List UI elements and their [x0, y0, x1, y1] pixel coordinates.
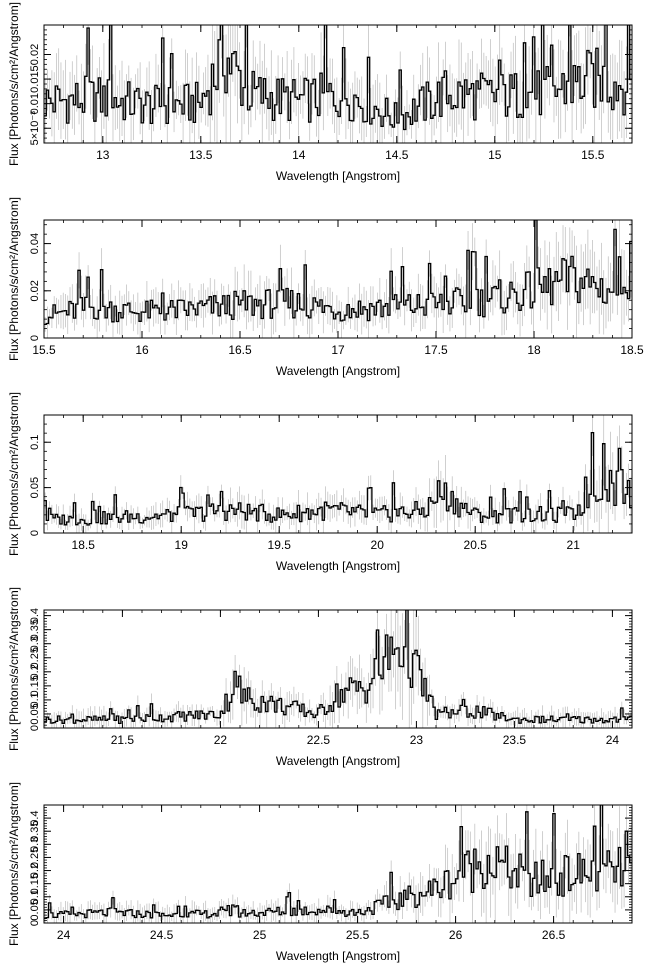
y-tick-label: 0.35 — [29, 619, 41, 640]
chart-panel-3: 18.5 19 19.5 20 20.5 21 0 0.05 0.1 Wavelength [An… — [7, 392, 633, 573]
y-tick-label: 0.02 — [29, 44, 41, 65]
y-tick-label: 5×10⁻³ — [29, 111, 41, 146]
x-tick-label: 23 — [410, 733, 424, 747]
x-tick-label: 16.5 — [228, 343, 252, 357]
x-tick-label: 25 — [253, 928, 267, 942]
plot-area — [44, 415, 632, 533]
y-tick-label: 0.4 — [29, 810, 41, 825]
data-histogram-line — [44, 610, 632, 725]
y-tick-label: 0.04 — [29, 233, 41, 254]
y-tick-label: 0.1 — [29, 692, 41, 707]
x-tick-label: 15.5 — [32, 343, 56, 357]
x-tick-label: 24 — [606, 733, 620, 747]
x-tick-label: 17.5 — [424, 343, 448, 357]
y-tick-label: 0 — [29, 335, 41, 341]
x-tick-label: 18 — [527, 343, 541, 357]
error-bars — [44, 805, 632, 923]
x-tick-label: 24.5 — [150, 928, 174, 942]
data-histogram-line — [44, 220, 632, 326]
plot-area — [44, 805, 632, 923]
y-tick-label: 0.02 — [29, 280, 41, 301]
y-tick-label: 0.2 — [29, 863, 41, 878]
y-tick-label: 0.05 — [29, 899, 41, 920]
error-bars — [44, 220, 632, 338]
error-bars — [44, 610, 632, 728]
y-tick-label: 0.3 — [29, 636, 41, 651]
plot-frame — [43, 609, 633, 729]
plot-area — [44, 610, 632, 728]
x-tick-label: 13 — [96, 148, 110, 162]
y-tick-label: 0.25 — [29, 847, 41, 868]
x-tick-label: 18.5 — [72, 538, 96, 552]
x-tick-label: 14 — [292, 148, 306, 162]
y-tick-label: 0.15 — [29, 873, 41, 894]
plot-area — [44, 220, 632, 338]
x-tick-label: 16 — [135, 343, 149, 357]
data-histogram-line — [44, 431, 632, 526]
y-tick-label: 0.01 — [29, 93, 41, 114]
x-tick-label: 15 — [488, 148, 502, 162]
y-tick-label: 0.15 — [29, 675, 41, 696]
x-tick-label: 22 — [214, 733, 228, 747]
y-tick-label: 0.05 — [29, 703, 41, 724]
y-axis-label: Flux [Photons/s/cm²/Angstrom] — [7, 782, 21, 946]
x-axis-label: Wavelength [Angstrom] — [276, 364, 400, 378]
x-axis-label: Wavelength [Angstrom] — [276, 754, 400, 768]
chart-panel-5: 24 24.5 25 25.5 26 26.500.050.10.150.20.250.3… — [7, 782, 633, 963]
y-tick-label: 0.1 — [29, 435, 41, 450]
y-tick-label: 0 — [29, 530, 41, 536]
y-tick-label: 0.25 — [29, 647, 41, 668]
x-tick-label: 20 — [371, 538, 385, 552]
error-bars — [44, 415, 632, 533]
x-tick-label: 23.5 — [503, 733, 527, 747]
y-tick-label: 0.3 — [29, 837, 41, 852]
x-tick-label: 21.5 — [111, 733, 135, 747]
y-axis-label: Flux [Photons/s/cm²/Angstrom] — [7, 587, 21, 751]
x-tick-label: 19 — [175, 538, 189, 552]
y-axis-label: Flux [Photons/s/cm²/Angstrom] — [7, 2, 21, 166]
x-axis-label: Wavelength [Angstrom] — [276, 949, 400, 963]
plot-area — [44, 25, 632, 143]
y-axis-label: Flux [Photons/s/cm²/Angstrom] — [7, 197, 21, 361]
x-axis-label: Wavelength [Angstrom] — [276, 169, 400, 183]
error-bars — [44, 25, 632, 143]
x-tick-label: 13.5 — [189, 148, 213, 162]
x-tick-label: 26.5 — [542, 928, 566, 942]
y-tick-label: 0 — [29, 920, 41, 926]
y-tick-label: 0.1 — [29, 889, 41, 904]
data-histogram-line — [44, 805, 632, 919]
chart-panel-4: 21.5 22 22.5 23 23.5 2400.050.10.150.20.250.3… — [7, 587, 633, 768]
x-tick-label: 15.5 — [581, 148, 605, 162]
x-tick-label: 24 — [57, 928, 71, 942]
x-tick-label: 14.5 — [385, 148, 409, 162]
y-tick-label: 0.4 — [29, 608, 41, 623]
y-tick-label: 0.35 — [29, 821, 41, 842]
x-tick-label: 18.5 — [620, 343, 644, 357]
data-histogram-line — [44, 25, 632, 131]
x-tick-label: 17 — [331, 343, 345, 357]
x-tick-label: 20.5 — [464, 538, 488, 552]
x-tick-label: 26 — [449, 928, 463, 942]
y-tick-label: 0.015 — [29, 65, 41, 93]
x-tick-label: 19.5 — [268, 538, 292, 552]
x-tick-label: 21 — [567, 538, 581, 552]
y-axis-label: Flux [Photons/s/cm²/Angstrom] — [7, 392, 21, 556]
x-axis-label: Wavelength [Angstrom] — [276, 559, 400, 573]
x-tick-label: 22.5 — [307, 733, 331, 747]
y-tick-label: 0.2 — [29, 664, 41, 679]
chart-panel-2: 15.5 16 16.5 17 17.5 18 18.5 0 0.02 0.04 Wavelengt… — [7, 197, 644, 378]
x-tick-label: 25.5 — [346, 928, 370, 942]
y-tick-label: 0.05 — [29, 477, 41, 498]
y-tick-label: 0 — [29, 725, 41, 731]
